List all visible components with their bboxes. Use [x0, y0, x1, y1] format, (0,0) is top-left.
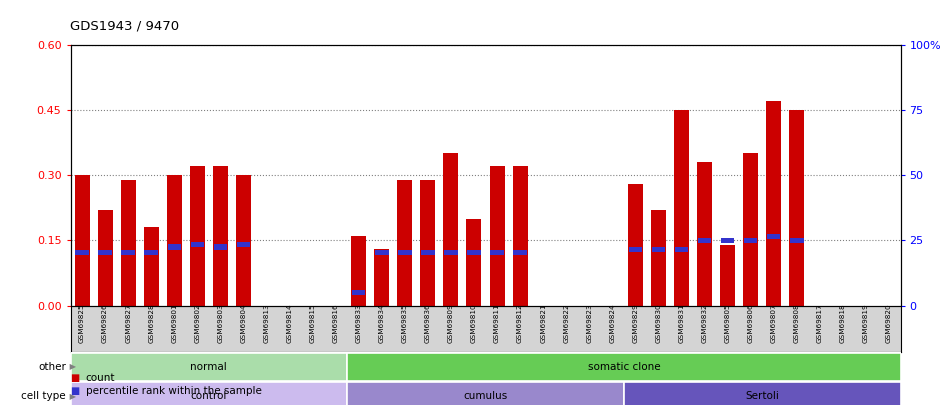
Bar [697, 238, 712, 243]
Text: cumulus: cumulus [463, 391, 508, 401]
Text: other: other [38, 362, 66, 372]
Bar [120, 179, 135, 306]
Bar [167, 244, 181, 249]
Bar [624, 382, 901, 405]
Bar [144, 228, 159, 306]
Text: ■: ■ [70, 386, 80, 396]
Bar [166, 175, 181, 306]
Bar [352, 236, 367, 306]
Bar [212, 166, 227, 306]
Bar [651, 247, 666, 252]
Bar [237, 242, 250, 247]
Bar [628, 184, 643, 306]
Bar [70, 353, 347, 381]
Bar [347, 382, 624, 405]
Bar [513, 250, 526, 255]
Bar [375, 250, 388, 255]
Bar [790, 110, 805, 306]
Bar [190, 166, 205, 306]
Text: somatic clone: somatic clone [588, 362, 660, 372]
Bar [720, 245, 735, 306]
Bar [74, 175, 89, 306]
Bar [352, 290, 366, 295]
Bar [121, 250, 134, 255]
Bar [421, 250, 434, 255]
Bar [444, 153, 459, 306]
Bar [467, 250, 480, 255]
Bar [790, 238, 804, 243]
Bar [744, 153, 759, 306]
Bar [466, 219, 481, 306]
Bar [744, 238, 758, 243]
Bar [98, 210, 113, 306]
Bar [491, 250, 504, 255]
Bar [70, 382, 347, 405]
Bar [398, 179, 413, 306]
Text: ■: ■ [70, 373, 80, 383]
Bar [374, 249, 389, 306]
Bar [420, 179, 435, 306]
Bar [213, 244, 227, 249]
Bar [490, 166, 505, 306]
Text: Sertoli: Sertoli [745, 391, 779, 401]
Bar [347, 353, 901, 381]
Bar [445, 250, 458, 255]
Bar [721, 238, 734, 243]
Bar [145, 250, 158, 255]
Bar [629, 247, 642, 252]
Text: ▶: ▶ [67, 392, 76, 401]
Bar [767, 234, 780, 239]
Text: cell type: cell type [22, 391, 66, 401]
Bar [75, 250, 88, 255]
Bar [674, 110, 689, 306]
Bar [650, 210, 666, 306]
Bar [512, 166, 527, 306]
Text: count: count [86, 373, 115, 383]
Text: percentile rank within the sample: percentile rank within the sample [86, 386, 261, 396]
Text: GDS1943 / 9470: GDS1943 / 9470 [70, 19, 180, 32]
Text: ▶: ▶ [67, 362, 76, 371]
Bar [99, 250, 112, 255]
Bar [766, 101, 781, 306]
Bar [236, 175, 251, 306]
Text: control: control [191, 391, 227, 401]
Bar [191, 242, 204, 247]
Bar [675, 247, 688, 252]
Text: normal: normal [191, 362, 227, 372]
Bar [697, 162, 712, 306]
Bar [398, 250, 412, 255]
